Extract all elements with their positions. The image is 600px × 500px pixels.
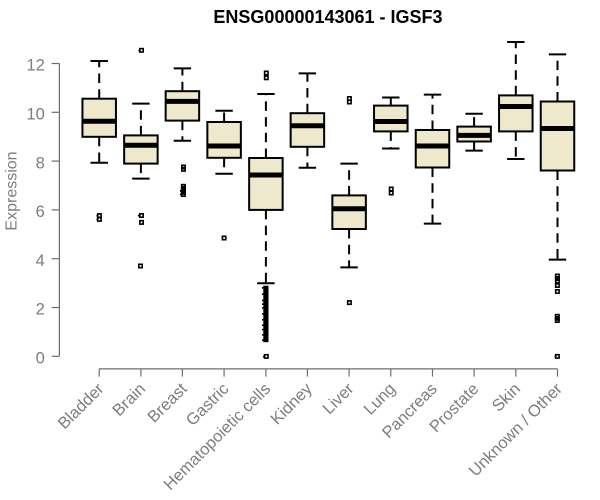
svg-text:6: 6 [36, 203, 45, 221]
svg-text:10: 10 [26, 106, 44, 124]
svg-text:2: 2 [36, 301, 45, 319]
svg-text:0: 0 [36, 350, 45, 368]
svg-text:4: 4 [36, 252, 45, 270]
svg-text:12: 12 [26, 57, 44, 75]
svg-text:8: 8 [36, 154, 45, 172]
svg-text:ENSG00000143061 - IGSF3: ENSG00000143061 - IGSF3 [213, 7, 442, 27]
svg-text:Expression: Expression [4, 151, 21, 230]
